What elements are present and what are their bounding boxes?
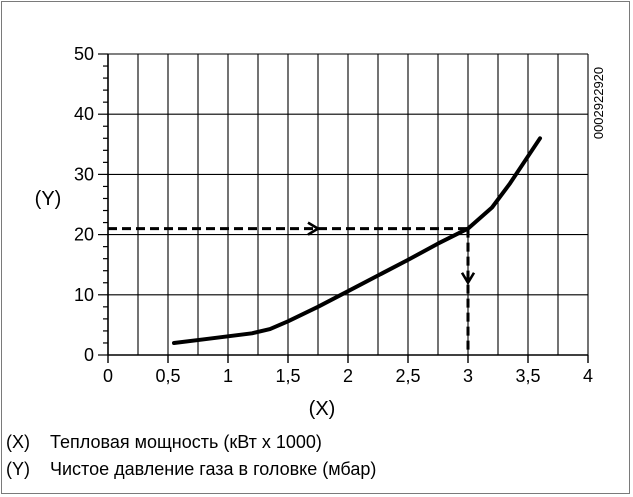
series-layer	[172, 136, 542, 345]
x-tick-label: 1,5	[275, 366, 300, 386]
y-tick-label: 30	[74, 164, 94, 184]
x-tick-label: 2	[343, 366, 353, 386]
guide-arrow-right	[307, 221, 321, 236]
y-tick-label: 0	[84, 345, 94, 365]
x-tick-label: 0	[103, 366, 113, 386]
legend-x-text: Тепловая мощность (кВт x 1000)	[50, 432, 322, 452]
axes	[98, 53, 589, 363]
x-axis-label: (X)	[309, 398, 336, 420]
guide-lines	[108, 221, 476, 355]
legend-x-key: (X)	[6, 432, 30, 452]
y-axis-label: (Y)	[35, 188, 62, 210]
y-tick-label: 10	[74, 285, 94, 305]
x-tick-label: 2,5	[395, 366, 420, 386]
guide-arrow-down	[460, 272, 476, 286]
x-tick-label: 4	[583, 366, 593, 386]
x-tick-label: 1	[223, 366, 233, 386]
y-tick-label: 40	[74, 104, 94, 124]
legend-y-key: (Y)	[6, 459, 30, 479]
power-pressure-curve	[172, 136, 542, 345]
legend-x: (X) Тепловая мощность (кВт x 1000)	[6, 432, 322, 453]
y-tick-label: 20	[74, 225, 94, 245]
x-tick-label: 3,5	[515, 366, 540, 386]
legend-y-text: Чистое давление газа в головке (мбар)	[50, 459, 377, 479]
y-tick-label: 50	[74, 44, 94, 64]
legend-y: (Y) Чистое давление газа в головке (мбар)	[6, 459, 376, 480]
x-tick-label: 0,5	[155, 366, 180, 386]
x-tick-label: 3	[463, 366, 473, 386]
document-code: 0002922920	[591, 67, 606, 139]
grid	[108, 53, 589, 355]
